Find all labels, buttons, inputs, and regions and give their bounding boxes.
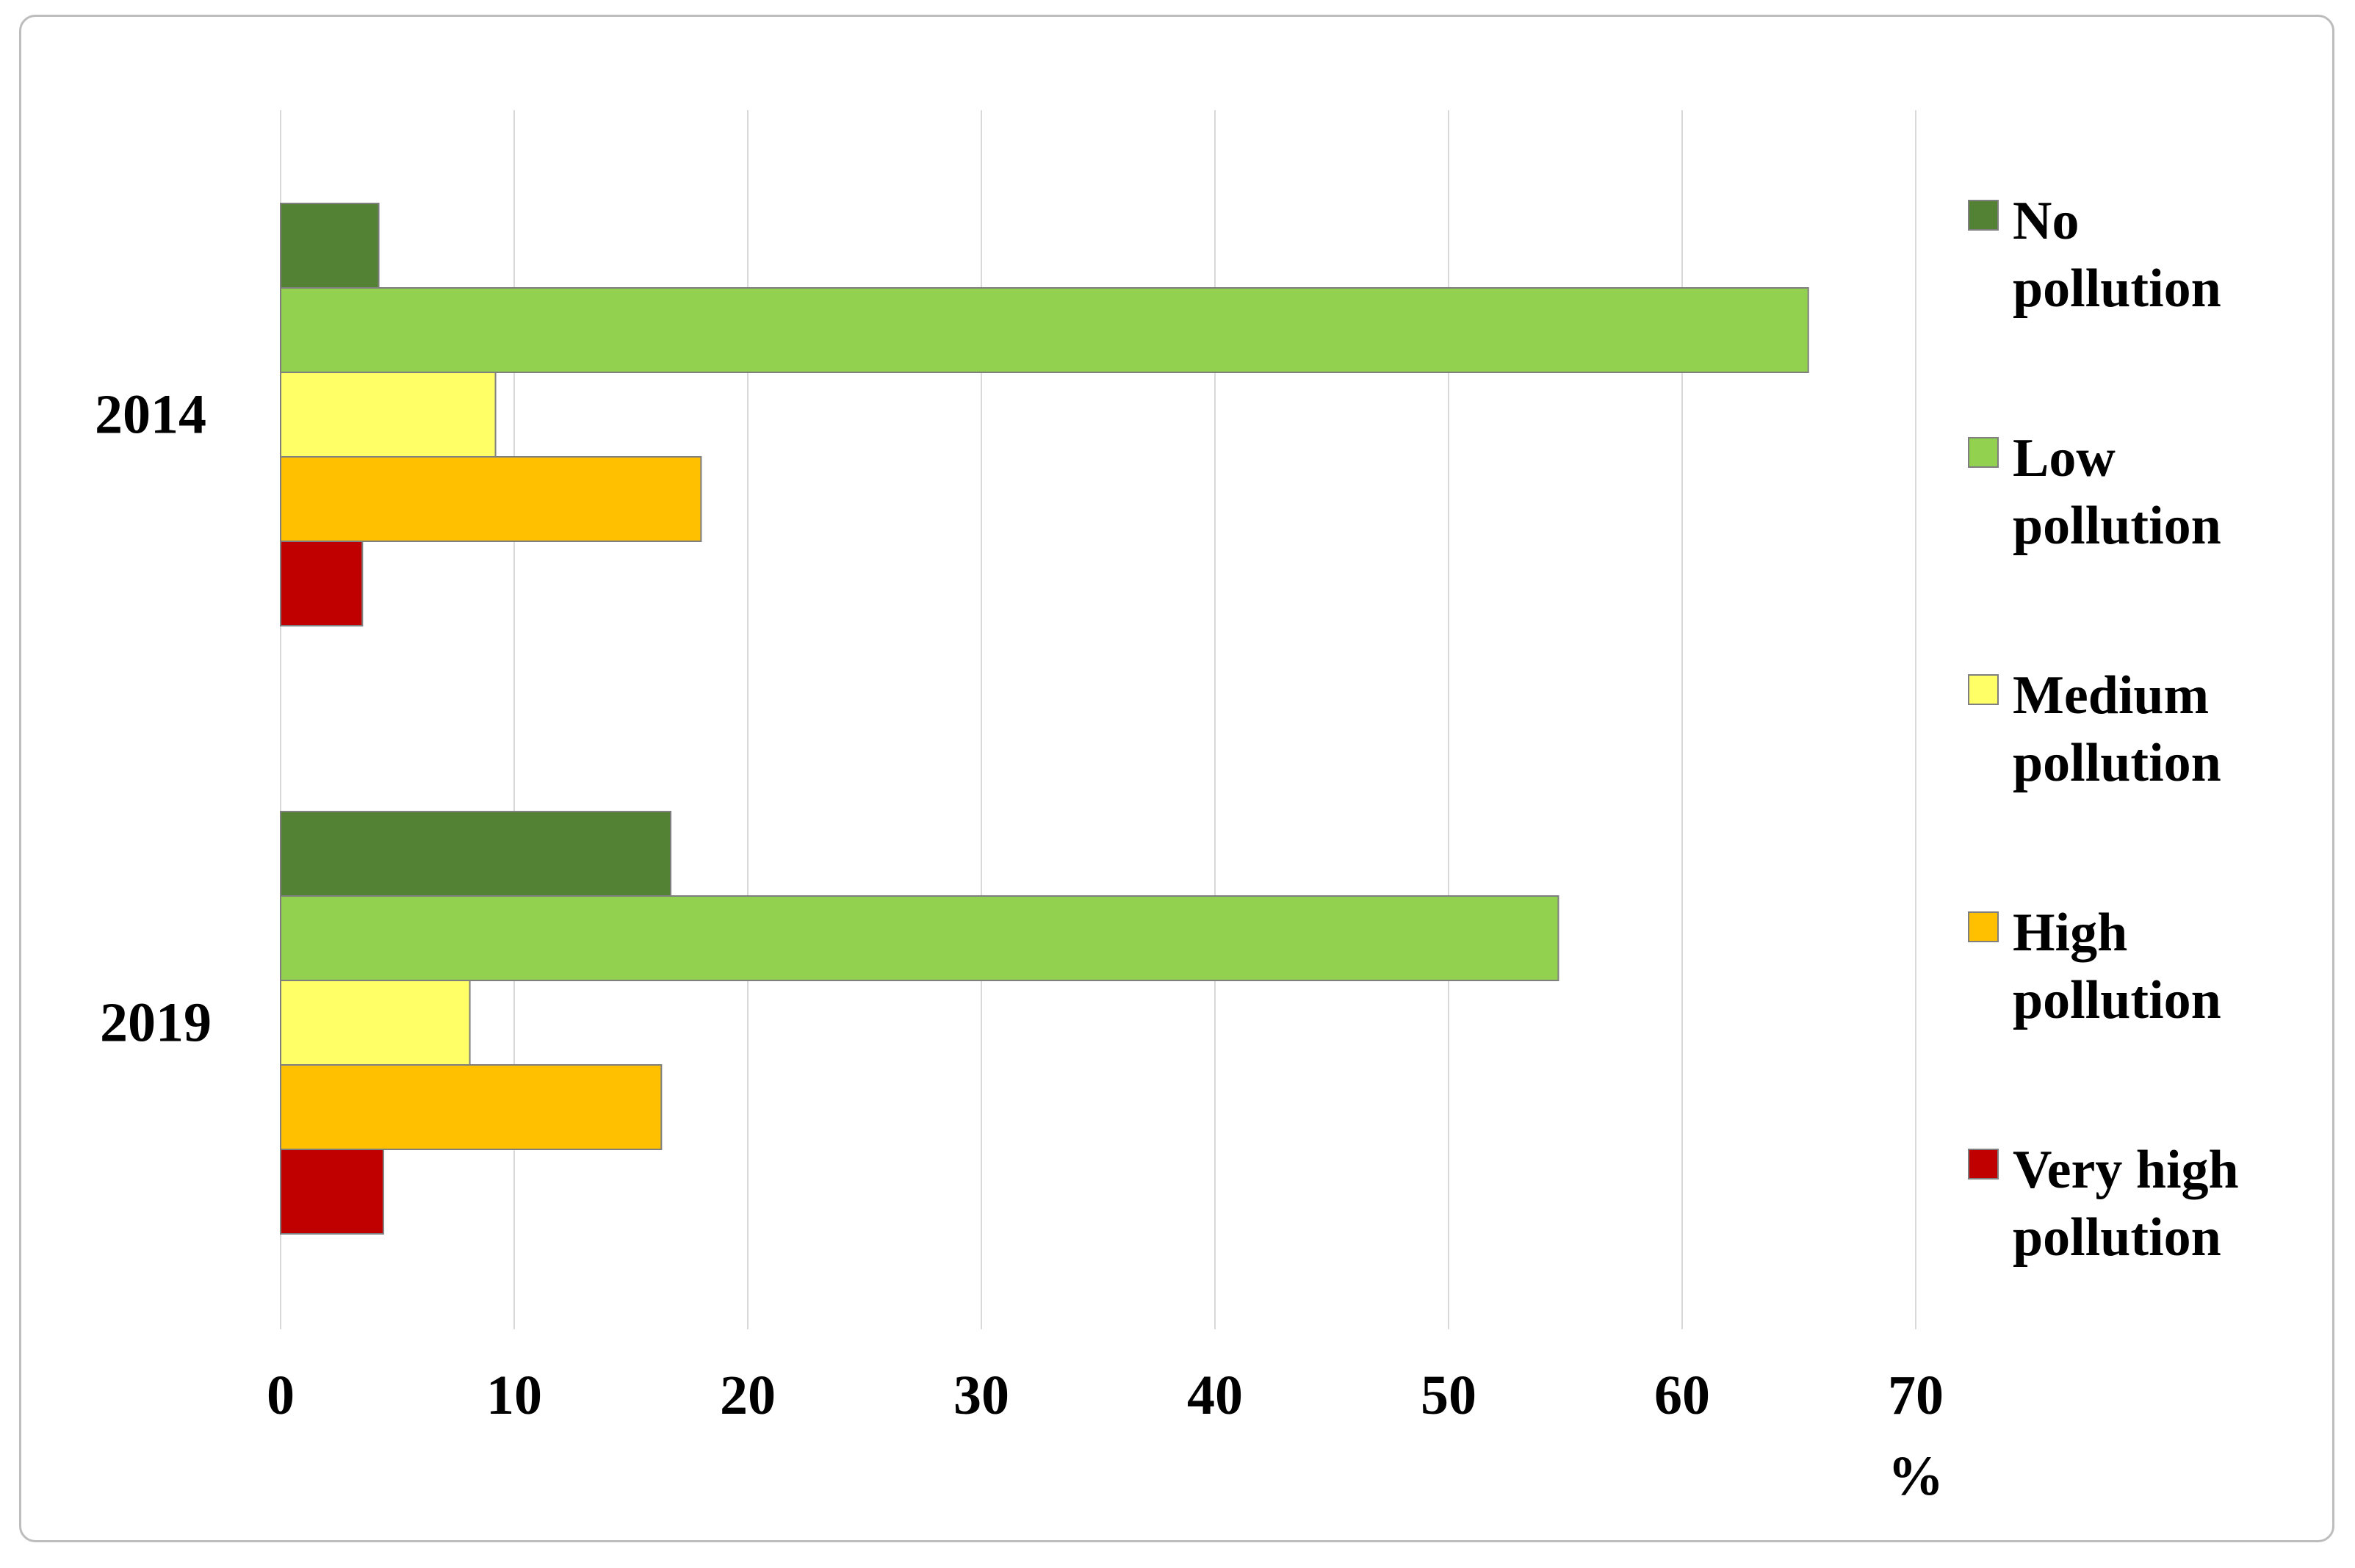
category-label-2014: 2014 [95, 384, 206, 446]
bar-2019-low-pollution [280, 895, 1559, 981]
legend-label-line: pollution [2013, 259, 2221, 319]
legend-label-high-pollution: High pollution [2013, 903, 2221, 1030]
legend-label-medium-pollution: Medium pollution [2013, 665, 2221, 793]
bar-2014-low-pollution [280, 287, 1809, 373]
category-label-2019: 2019 [100, 992, 212, 1054]
x-tick-label-10: 10 [486, 1365, 542, 1426]
legend-label-line: pollution [2013, 970, 2221, 1030]
x-tick-labels: 0 10 20 30 40 50 60 70 [267, 1365, 1944, 1426]
legend-label-no-pollution: No pollution [2013, 191, 2221, 319]
x-axis-unit-label: % [1888, 1445, 1944, 1507]
legend-swatch-low-pollution [1968, 437, 1999, 468]
legend-label-line: High [2013, 903, 2127, 963]
x-tick-label-0: 0 [267, 1365, 295, 1426]
legend-label-line: pollution [2013, 1207, 2221, 1268]
bar-2019-very-high-pollution [280, 1149, 384, 1235]
bar-2019-no-pollution [280, 811, 672, 897]
category-labels: 2014 2019 [95, 384, 212, 1054]
legend-swatch-medium-pollution [1968, 674, 1999, 705]
bar-2014-high-pollution [280, 456, 702, 542]
legend-label-very-high-pollution: Very high pollution [2013, 1140, 2239, 1268]
x-tick-label-20: 20 [720, 1365, 776, 1426]
x-tick-label-70: 70 [1888, 1365, 1944, 1426]
chart-frame [19, 15, 2334, 1542]
legend-swatch-very-high-pollution [1968, 1149, 1999, 1179]
x-tick-label-60: 60 [1654, 1365, 1710, 1426]
legend-label-line: pollution [2013, 496, 2221, 556]
legend-label-line: No [2013, 191, 2079, 251]
x-tick-label-50: 50 [1421, 1365, 1476, 1426]
legend-label-line: Low [2013, 428, 2116, 488]
bar-2019-high-pollution [280, 1064, 663, 1150]
legend-label-low-pollution: Low pollution [2013, 428, 2221, 556]
legend-label-line: Medium [2013, 665, 2209, 726]
bar-2014-medium-pollution [280, 372, 497, 458]
bar-2019-medium-pollution [280, 980, 471, 1066]
bar-2014-no-pollution [280, 203, 380, 289]
x-tick-label-30: 30 [953, 1365, 1009, 1426]
legend-label-line: Very high [2013, 1140, 2239, 1200]
legend-swatch-high-pollution [1968, 911, 1999, 942]
legend-swatch-no-pollution [1968, 200, 1999, 231]
legend-label-line: pollution [2013, 733, 2221, 793]
bar-2014-very-high-pollution [280, 541, 364, 626]
bars [280, 203, 1809, 1235]
x-tick-label-40: 40 [1187, 1365, 1243, 1426]
